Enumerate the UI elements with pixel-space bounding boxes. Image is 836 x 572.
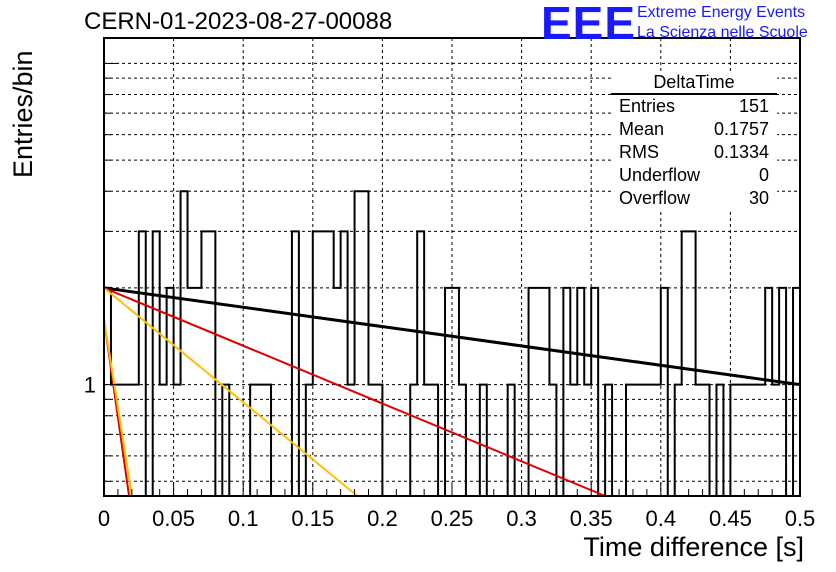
fit-curves [103, 286, 801, 497]
x-tick-label: 0.4 [646, 506, 677, 531]
fit-curve [103, 287, 358, 497]
y-tick-label: 1 [84, 373, 96, 398]
stats-value: 0.1757 [713, 119, 769, 139]
stats-label: Overflow [619, 188, 691, 208]
stats-row: RMS 0.1334 [611, 141, 777, 164]
stats-value: 0 [758, 165, 769, 185]
histogram-outline [103, 190, 800, 497]
stats-row: Overflow 30 [611, 187, 777, 210]
stats-value: 30 [748, 188, 769, 208]
eee-logo: EEE [541, 0, 637, 49]
logo-line-2: La Scienza nelle Scuole [637, 24, 808, 41]
stats-label: RMS [619, 142, 659, 162]
fit-curve [103, 287, 606, 497]
chart-title: CERN-01-2023-08-27-00088 [84, 8, 393, 35]
x-tick-label: 0.35 [570, 506, 613, 531]
x-tick-label: 0.3 [506, 506, 537, 531]
x-tick-label: 0.2 [367, 506, 398, 531]
stats-value: 0.1334 [713, 142, 769, 162]
x-tick-label: 0.1 [228, 506, 259, 531]
stats-row: Underflow 0 [611, 164, 777, 187]
axis-ticks: 0 0.05 0.1 0.15 0.2 0.25 0.3 0.35 0.4 0.45 0.5 1 [84, 62, 816, 531]
fit-curve [103, 286, 801, 387]
stats-row: Entries 151 [611, 95, 777, 118]
logo-line-1: Extreme Energy Events [637, 4, 806, 21]
x-axis-label: Time difference [s] [583, 532, 804, 562]
grid [103, 38, 801, 496]
stats-label: Entries [619, 96, 676, 116]
x-tick-label: 0 [98, 506, 110, 531]
stats-label: Mean [619, 119, 665, 139]
y-axis-label: Entries/bin [8, 50, 38, 178]
histogram [103, 190, 800, 497]
x-tick-label: 0.05 [152, 506, 195, 531]
fit-curve [103, 318, 133, 497]
x-tick-label: 0.5 [785, 506, 816, 531]
x-tick-label: 0.15 [291, 506, 334, 531]
x-tick-label: 0.25 [431, 506, 474, 531]
stats-value: 151 [738, 96, 769, 116]
stats-box: DeltaTime Entries 151 Mean 0.1757 RMS 0.… [611, 71, 777, 209]
stats-title: DeltaTime [611, 71, 777, 95]
stats-row: Mean 0.1757 [611, 118, 777, 141]
x-tick-label: 0.45 [709, 506, 752, 531]
stats-label: Underflow [619, 165, 701, 185]
